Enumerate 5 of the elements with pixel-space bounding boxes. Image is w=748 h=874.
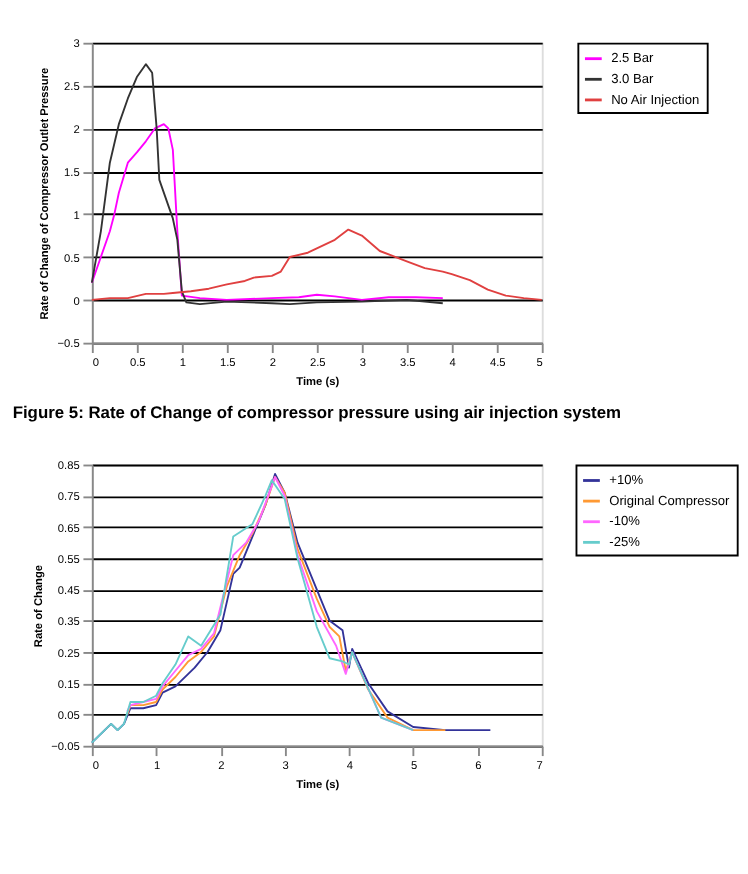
line-series: [90, 479, 415, 744]
line-series: [90, 123, 444, 301]
caption: Figure 5: Rate of Change of compressor pressure using air injection system: [12, 401, 622, 422]
line-series: [90, 228, 543, 301]
line-series: [90, 63, 444, 306]
